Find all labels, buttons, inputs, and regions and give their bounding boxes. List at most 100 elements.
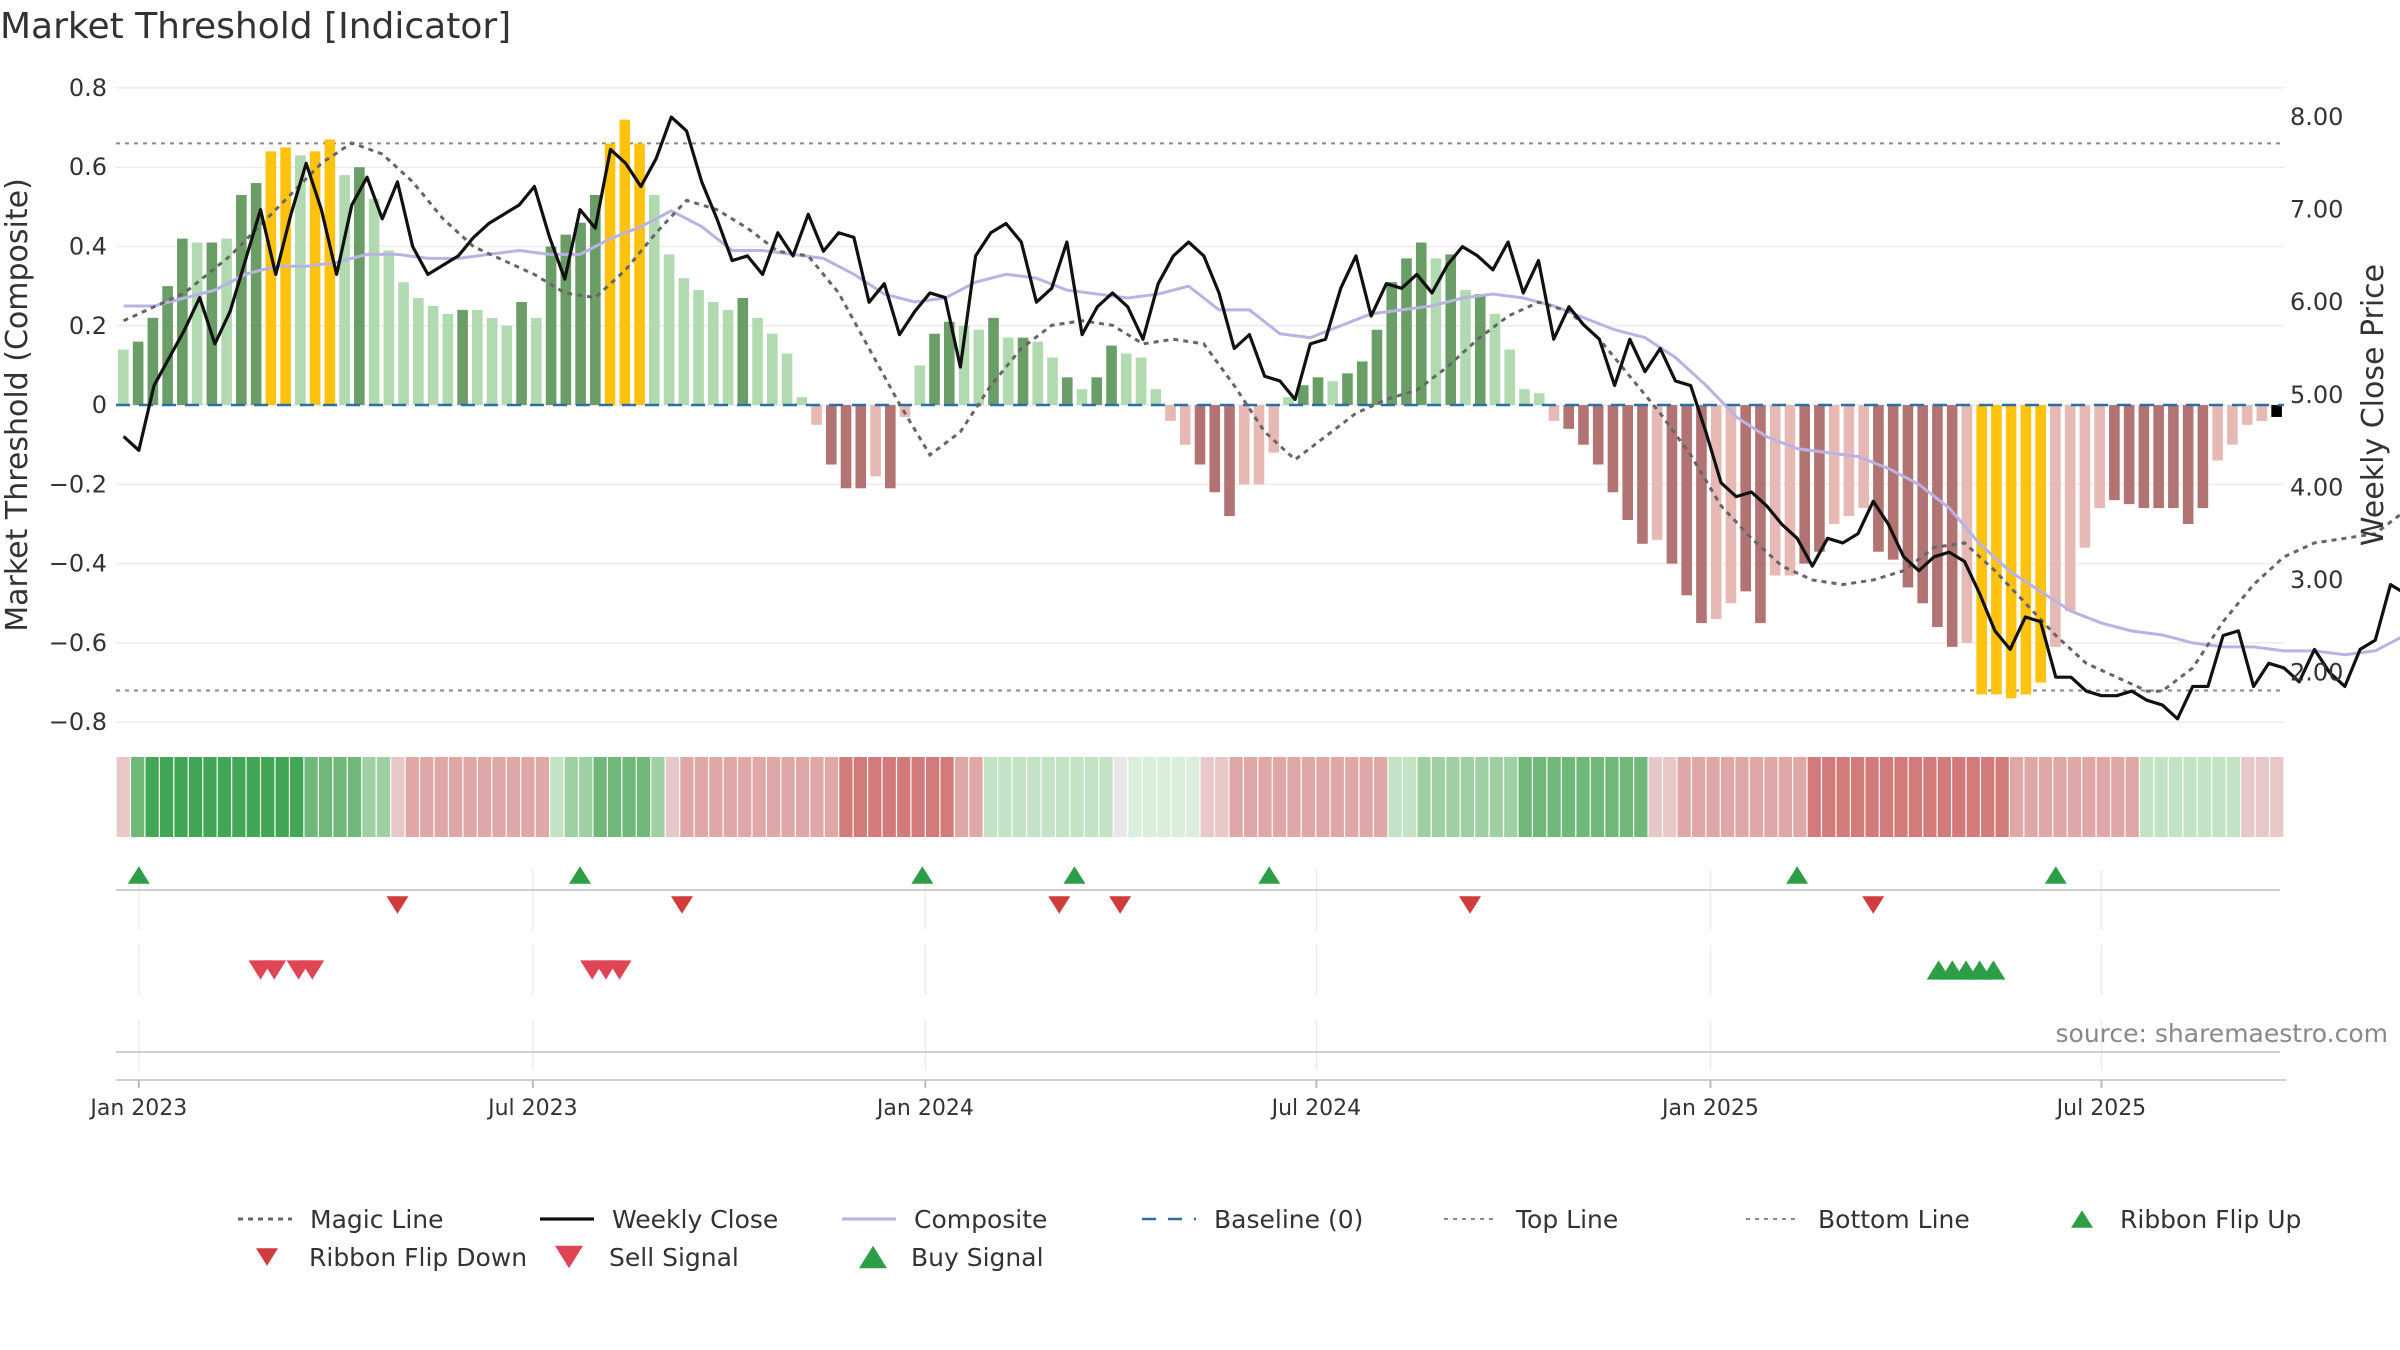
sell-signal-marker bbox=[300, 960, 325, 980]
ribbon-cell bbox=[1446, 757, 1460, 837]
sell-signal-marker bbox=[262, 960, 287, 980]
composite-bar bbox=[2005, 405, 2017, 699]
composite-bar bbox=[914, 365, 926, 406]
ribbon-cell bbox=[174, 757, 188, 837]
ribbon-cell bbox=[2212, 757, 2226, 837]
ribbon-cell bbox=[246, 757, 260, 837]
composite-bar bbox=[236, 194, 247, 406]
composite-bar bbox=[118, 349, 129, 406]
composite-bar bbox=[457, 309, 468, 406]
ribbon-cell bbox=[665, 757, 680, 837]
grid-lines bbox=[116, 87, 2284, 1070]
ribbon-cell bbox=[1879, 757, 1894, 837]
composite-bar bbox=[2227, 405, 2238, 445]
composite-bar bbox=[2241, 405, 2253, 425]
ribbon-cell bbox=[824, 757, 839, 837]
composite-bar bbox=[1799, 405, 1810, 564]
ribbon-cell bbox=[261, 757, 275, 837]
legend-label-bottom: Bottom Line bbox=[1818, 1205, 1970, 1234]
legend-label-baseline: Baseline (0) bbox=[1214, 1205, 1363, 1234]
ribbon-cell bbox=[1070, 757, 1084, 837]
composite-bar bbox=[1755, 405, 1766, 624]
ribbon-flip-up-marker bbox=[1786, 866, 1809, 884]
composite-bar bbox=[1165, 405, 1176, 421]
composite-bar bbox=[1430, 258, 1442, 406]
composite-bar bbox=[1268, 405, 1280, 453]
composite-bar bbox=[1342, 373, 1353, 406]
ribbon-cell bbox=[1807, 757, 1821, 837]
ribbon-cell bbox=[1937, 757, 1951, 837]
ribbon-strip bbox=[116, 757, 2284, 837]
composite-bar bbox=[2035, 405, 2046, 683]
ribbon-cell bbox=[2024, 757, 2038, 837]
ribbon-cell bbox=[839, 757, 853, 837]
legend-label-buy: Buy Signal bbox=[911, 1243, 1044, 1272]
ribbon-cell bbox=[1374, 757, 1388, 837]
composite-bar bbox=[1504, 349, 1516, 406]
composite-bar bbox=[1740, 405, 1751, 592]
ribbon-cell bbox=[1142, 757, 1157, 837]
composite-bar bbox=[958, 325, 970, 406]
ribbon-flip-down-marker bbox=[1862, 896, 1885, 914]
composite-bar bbox=[1681, 405, 1692, 596]
ribbon-cell bbox=[1720, 757, 1735, 837]
ribbon-cell bbox=[1504, 757, 1518, 837]
composite-bar bbox=[1327, 381, 1339, 406]
composite-bar bbox=[2064, 405, 2076, 612]
composite-bar bbox=[1858, 405, 1869, 509]
composite-bar bbox=[2123, 405, 2135, 505]
composite-bar bbox=[1061, 377, 1073, 406]
ribbon-cell bbox=[232, 757, 246, 837]
ribbon-cell bbox=[1489, 757, 1503, 837]
ribbon-cell bbox=[1995, 757, 2009, 837]
ribbon-cell bbox=[983, 757, 998, 837]
composite-bar bbox=[1017, 337, 1029, 406]
legend-label-composite: Composite bbox=[914, 1205, 1047, 1234]
sell-signal-marker bbox=[607, 960, 632, 980]
ribbon-cell bbox=[1128, 757, 1142, 837]
ribbon-cell bbox=[1518, 757, 1532, 837]
left-y-tick-label: −0.4 bbox=[49, 550, 107, 578]
composite-bar bbox=[663, 254, 675, 406]
ribbon-cell bbox=[1851, 757, 1865, 837]
weekly-close-line bbox=[122, 115, 2400, 721]
source-note: source: sharemaestro.com bbox=[2056, 1019, 2389, 1048]
ribbon-cell bbox=[1330, 757, 1344, 837]
composite-bar bbox=[855, 405, 867, 489]
ribbon-cell bbox=[304, 757, 318, 837]
left-y-tick-label: 0.8 bbox=[69, 74, 107, 102]
composite-bar bbox=[1946, 405, 1958, 647]
ribbon-cell bbox=[1822, 757, 1836, 837]
ribbon-cell bbox=[1229, 757, 1243, 837]
ribbon-flip-up-marker bbox=[2044, 866, 2067, 884]
composite-bar bbox=[132, 341, 144, 406]
composite-bar bbox=[1312, 377, 1324, 406]
ribbon-cell bbox=[1952, 757, 1966, 837]
composite-bar bbox=[781, 353, 793, 406]
legend-label-flipdown: Ribbon Flip Down bbox=[309, 1243, 527, 1272]
legend-swatch-flipdown bbox=[256, 1248, 278, 1266]
ribbon-cell bbox=[116, 757, 130, 837]
composite-bar bbox=[2109, 405, 2120, 501]
composite-bar bbox=[811, 405, 822, 425]
ribbon-cell bbox=[723, 757, 737, 837]
composite-bar bbox=[1179, 405, 1191, 445]
left-y-tick-label: 0.4 bbox=[69, 232, 107, 260]
legend-item-close: Weekly Close bbox=[540, 1205, 778, 1234]
composite-bar bbox=[1637, 405, 1648, 544]
ribbon-cell bbox=[521, 757, 535, 837]
composite-bar bbox=[1769, 405, 1781, 576]
legend-item-flipup: Ribbon Flip Up bbox=[2071, 1205, 2301, 1234]
composite-bar bbox=[486, 317, 498, 406]
ribbon-cell bbox=[2111, 757, 2125, 837]
ribbon-cell bbox=[290, 757, 304, 837]
ribbon-cell bbox=[1345, 757, 1359, 837]
composite-bar bbox=[1622, 405, 1634, 521]
composite-bar bbox=[722, 309, 734, 406]
left-y-tick-label: 0.2 bbox=[69, 312, 107, 340]
ribbon-cell bbox=[1388, 757, 1402, 837]
composite-bar bbox=[339, 175, 350, 406]
ribbon-cell bbox=[2154, 757, 2168, 837]
ribbon-cell bbox=[1056, 757, 1070, 837]
composite-bar bbox=[1976, 405, 1987, 695]
